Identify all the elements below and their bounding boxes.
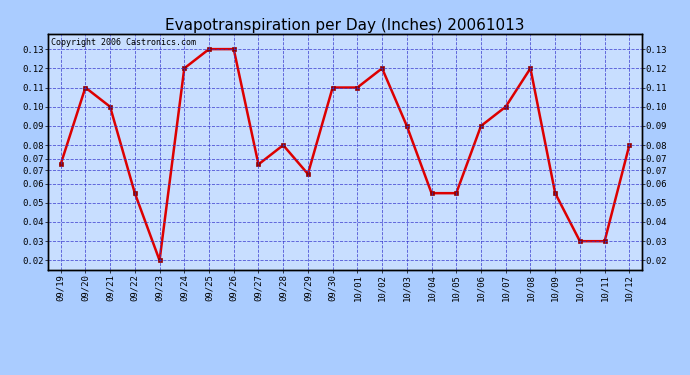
- Text: Copyright 2006 Castronics.com: Copyright 2006 Castronics.com: [51, 39, 196, 48]
- Title: Evapotranspiration per Day (Inches) 20061013: Evapotranspiration per Day (Inches) 2006…: [165, 18, 525, 33]
